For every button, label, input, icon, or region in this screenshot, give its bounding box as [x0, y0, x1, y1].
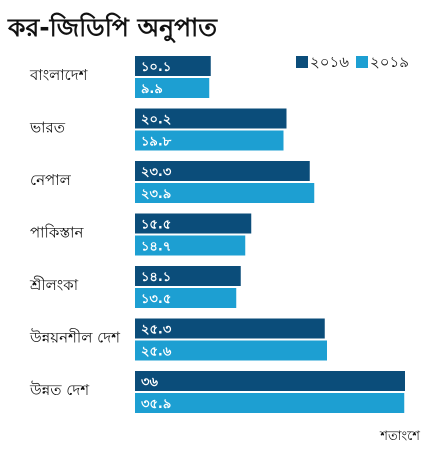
bar-value-label: ১০.১: [141, 60, 171, 75]
bar-2016: [135, 161, 310, 181]
bar-value-label: ২৩.৩: [141, 165, 172, 180]
legend: ২০১৬ ২০১৯: [296, 53, 409, 71]
category-label: উন্নত দেশ: [29, 381, 90, 399]
bar-value-label: ২৩.৯: [141, 187, 171, 202]
category-label: বাংলাদেশ: [29, 66, 89, 84]
chart-title: কর-জিডিপি অনুপাত: [7, 12, 218, 44]
bar-2016: [135, 213, 252, 234]
legend-swatch-2016: [296, 56, 308, 68]
category-label: শ্রীলংকা: [29, 275, 79, 294]
bar-value-label: ৩৬: [141, 375, 158, 390]
legend-label-2019: ২০১৯: [370, 53, 409, 71]
bars-group: বাংলাদেশ ১০.১ ৯.৯ ভারত ২০.২ ১৯.৮ নেপাল ২৩.৩ ২৩.৯…: [29, 56, 405, 413]
bar-value-label: ২৫.৬: [141, 345, 172, 360]
unit-note: শতাংশে: [379, 429, 420, 444]
bar-value-label: ২৫.৩: [141, 323, 172, 338]
category-label: উন্নয়নশীল দেশ: [29, 329, 121, 347]
bar-2019: [135, 183, 315, 203]
bar-2019: [135, 235, 246, 256]
bar-2019: [135, 288, 237, 308]
bar-value-label: ২০.২: [141, 113, 171, 128]
bar-value-label: ১৪.৭: [141, 240, 171, 255]
bar-value-label: ১৫.৫: [141, 218, 171, 233]
bar-value-label: ১৪.১: [141, 270, 171, 285]
legend-swatch-2019: [356, 56, 368, 68]
bar-value-label: ৯.৯: [141, 82, 163, 97]
bar-value-label: ১৩.৫: [141, 292, 171, 307]
bar-2016: [135, 108, 287, 129]
bar-2016: [135, 371, 405, 391]
bar-2016: [135, 318, 325, 339]
bar-2019: [135, 340, 327, 361]
bar-value-label: ১৯.৮: [141, 135, 172, 150]
category-label: পাকিস্তান: [30, 224, 84, 242]
bar-2016: [135, 56, 211, 76]
bar-2016: [135, 266, 241, 286]
bar-value-label: ৩৫.৯: [141, 397, 171, 412]
legend-label-2016: ২০১৬: [310, 53, 349, 71]
bar-2019: [135, 130, 284, 151]
category-label: ভারত: [29, 119, 66, 137]
bar-2019: [135, 393, 405, 413]
bar-2019: [135, 78, 210, 98]
category-label: নেপাল: [30, 171, 72, 189]
